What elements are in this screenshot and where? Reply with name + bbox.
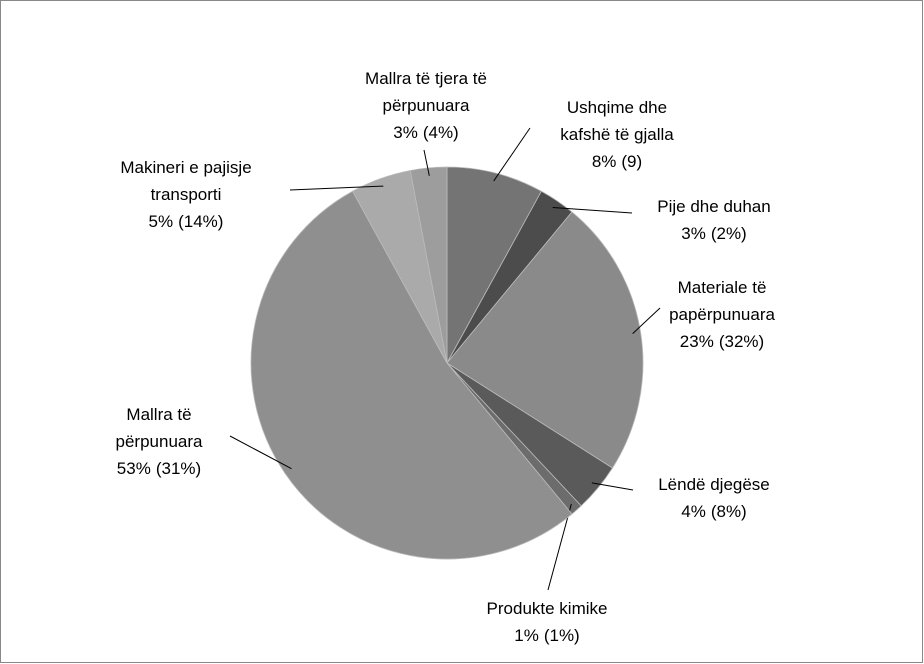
value-label: 3%: [681, 224, 706, 243]
secondary-value-label: (14%): [178, 212, 223, 231]
secondary-value-label: (9): [621, 152, 642, 171]
value-label: 1%: [514, 626, 539, 645]
value-label: 23%: [680, 332, 714, 351]
value-label-group: 8% (9): [592, 152, 642, 171]
pie-slice: [446, 166, 542, 364]
secondary-value-label: (32%): [719, 332, 764, 351]
secondary-value-label: (4%): [423, 123, 459, 142]
value-label: 4%: [681, 502, 706, 521]
leader-line: [552, 207, 633, 214]
value-label: 8%: [592, 152, 617, 171]
pie-slice: [250, 190, 573, 560]
category-label: Pije dhe duhan: [657, 197, 770, 216]
value-label-group: 23% (32%): [680, 332, 764, 351]
value-label-group: 4% (8%): [681, 502, 746, 521]
pie-slice: [409, 166, 448, 364]
category-label: Mallra të tjera të përpunuara: [365, 69, 487, 115]
value-label-group: 3% (2%): [681, 224, 746, 243]
leader-line: [229, 435, 292, 470]
leader-line: [423, 149, 430, 176]
category-label: Produkte kimike: [487, 599, 608, 618]
value-label: 53%: [117, 459, 151, 478]
leader-line: [289, 185, 384, 191]
secondary-value-label: (1%): [544, 626, 580, 645]
secondary-value-label: (31%): [156, 459, 201, 478]
category-label: Mallra të përpunuara: [116, 405, 204, 451]
leader-line: [632, 307, 661, 334]
leader-line: [493, 127, 531, 182]
value-label-group: 5% (14%): [149, 212, 224, 231]
category-label: Makineri e pajisje transporti: [120, 158, 251, 204]
secondary-value-label: (2%): [711, 224, 747, 243]
category-label: Materiale të papërpunuara: [669, 278, 775, 324]
value-label: 3%: [393, 123, 418, 142]
secondary-value-label: (8%): [711, 502, 747, 521]
value-label-group: 3% (4%): [393, 123, 458, 142]
category-label: Ushqime dhe kafshë të gjalla: [560, 98, 674, 144]
value-label-group: 1% (1%): [514, 626, 579, 645]
category-label: Lëndë djegëse: [658, 475, 770, 494]
leader-line: [591, 482, 634, 491]
value-label-group: 53% (31%): [117, 459, 201, 478]
leader-line: [547, 503, 572, 591]
pie-slice: [446, 211, 644, 469]
value-label: 5%: [149, 212, 174, 231]
